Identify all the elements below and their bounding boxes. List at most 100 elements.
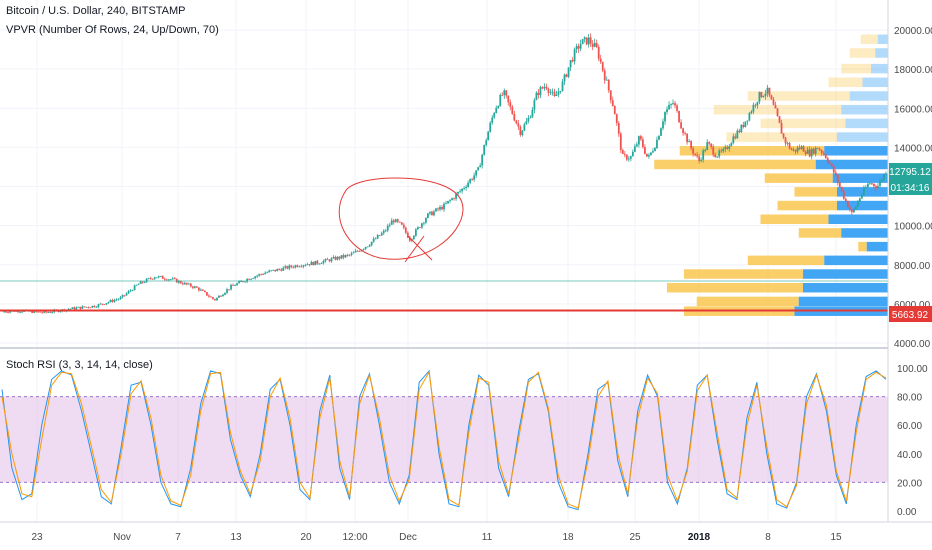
candle-body xyxy=(842,191,845,199)
annotation-drawing[interactable] xyxy=(338,177,464,263)
support-label: 5663.92 xyxy=(892,310,929,321)
candle-body xyxy=(435,208,437,212)
candle-body xyxy=(531,109,534,118)
candle-body xyxy=(87,306,90,308)
price-tick-label: 8000.00 xyxy=(894,261,931,272)
candle-body xyxy=(724,147,727,149)
candle-body xyxy=(782,133,785,138)
candle-body xyxy=(746,120,749,122)
candle-body xyxy=(445,203,447,205)
volume-profile-bar-up xyxy=(764,173,833,183)
candle-body xyxy=(523,124,526,131)
candle-body xyxy=(491,117,494,123)
candle-body xyxy=(141,281,144,283)
candle-body xyxy=(549,92,552,93)
candle-body xyxy=(814,147,817,154)
candle-body xyxy=(107,302,110,304)
candle-body xyxy=(43,311,46,313)
candle-body xyxy=(453,198,455,200)
time-tick-label: Dec xyxy=(399,532,417,543)
candle-body xyxy=(762,95,765,98)
stoch-rsi-label[interactable]: Stoch RSI (3, 3, 14, 14, close) xyxy=(6,359,153,371)
candle-body xyxy=(264,272,267,275)
candle-body xyxy=(794,149,797,152)
candle-body xyxy=(193,286,196,288)
candle-body xyxy=(503,90,506,96)
candle-body xyxy=(680,122,682,129)
candle-body xyxy=(354,250,357,253)
candle-body xyxy=(189,283,192,287)
candle-body xyxy=(159,276,162,277)
candle-body xyxy=(650,152,652,156)
candle-body xyxy=(125,293,128,296)
candle-body xyxy=(328,259,331,262)
candle-body xyxy=(433,211,435,216)
candle-body xyxy=(780,123,783,134)
candle-body xyxy=(840,186,843,192)
stoch-rsi-line-d xyxy=(1,370,887,509)
candle-body xyxy=(535,92,538,100)
candle-body xyxy=(589,37,592,44)
candle-body xyxy=(427,213,429,219)
candle-body xyxy=(696,154,699,157)
candle-body xyxy=(850,209,853,213)
candle-body xyxy=(822,153,825,155)
candle-body xyxy=(682,128,684,134)
candle-body xyxy=(113,300,116,302)
candle-body xyxy=(256,275,259,277)
candle-body xyxy=(611,100,614,107)
candle-body xyxy=(220,295,222,297)
candle-body xyxy=(246,278,249,282)
candle-body xyxy=(501,94,504,96)
candle-body xyxy=(300,266,303,268)
volume-profile-bar-up xyxy=(760,118,846,129)
volume-profile-bar-down xyxy=(798,296,888,307)
candle-body xyxy=(477,167,480,171)
candle-body xyxy=(254,276,257,279)
candle-body xyxy=(362,248,365,250)
candle-body xyxy=(515,120,518,124)
candle-body xyxy=(674,103,676,106)
candle-body xyxy=(463,188,465,189)
candle-body xyxy=(39,311,42,313)
candle-body xyxy=(284,266,287,268)
candle-body xyxy=(169,279,172,281)
candle-body xyxy=(161,276,164,279)
candle-body xyxy=(858,198,861,202)
candle-body xyxy=(768,87,771,96)
candle-body xyxy=(708,142,711,144)
candle-body xyxy=(758,92,761,102)
candle-body xyxy=(416,227,419,230)
candle-body xyxy=(489,122,492,132)
candle-body xyxy=(153,277,156,280)
candle-body xyxy=(133,285,136,291)
countdown-badge: 01:34:16 xyxy=(889,179,932,195)
rsi-tick-label: 60.00 xyxy=(897,421,922,432)
rsi-tick-label: 100.00 xyxy=(897,364,928,375)
candle-body xyxy=(195,286,198,288)
candle-body xyxy=(83,306,86,308)
volume-profile-bar-down xyxy=(866,241,888,252)
chart-title[interactable]: Bitcoin / U.S. Dollar, 240, BITSTAMP xyxy=(6,5,186,17)
candle-body xyxy=(732,136,735,144)
candle-body xyxy=(676,105,678,111)
candle-body xyxy=(865,187,867,188)
candle-body xyxy=(240,281,242,283)
candle-body xyxy=(860,194,863,199)
candle-body xyxy=(286,266,289,269)
time-axis[interactable]: 23 Nov 7 13 20 12:00 Dec 11 18 25 2018 8 15 xyxy=(31,532,842,543)
candle-body xyxy=(135,284,138,286)
volume-profile-bar-up xyxy=(654,159,816,170)
countdown-label: 01:34:16 xyxy=(891,183,930,194)
candle-body xyxy=(871,183,873,185)
rsi-axis[interactable]: 100.00 80.00 60.00 40.00 20.00 0.00 xyxy=(897,364,928,518)
candle-body xyxy=(826,158,829,163)
candle-body xyxy=(631,151,634,157)
candle-body xyxy=(45,311,48,313)
candle-body xyxy=(380,233,383,236)
time-tick-label: 7 xyxy=(175,532,181,543)
volume-profile-bar-up xyxy=(667,282,803,293)
candle-body xyxy=(475,170,478,176)
vpvr-indicator-label[interactable]: VPVR (Number Of Rows, 24, Up/Down, 70) xyxy=(6,24,219,36)
candle-body xyxy=(310,261,313,266)
